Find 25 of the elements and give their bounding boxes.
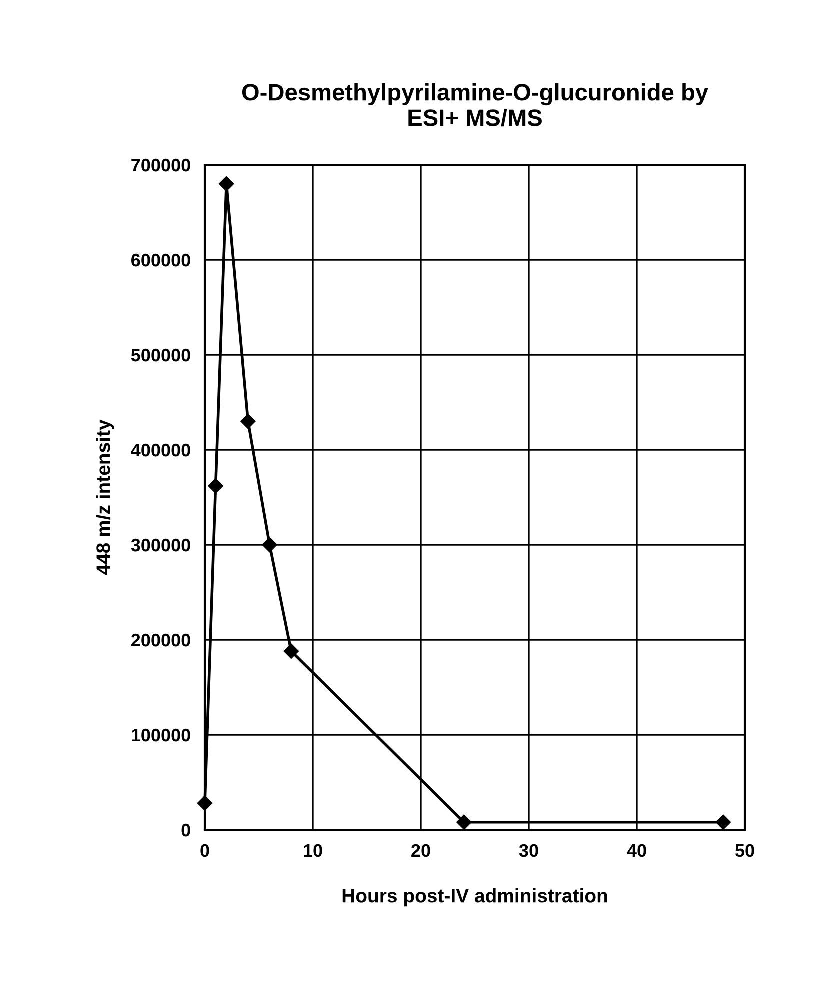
point (716, 814, 731, 830)
y-axis-title: 448 m/z intensity (96, 420, 114, 576)
y-tick-label: 0 (182, 824, 190, 837)
point (456, 814, 472, 830)
y-tick-label: 500000 (131, 348, 190, 362)
point (208, 478, 224, 494)
point (240, 414, 256, 430)
x-tick-label: 40 (627, 844, 646, 858)
chart-title: O-Desmethylpyrilamine-O-glucuronide by ESI+ MS/MS (242, 83, 708, 127)
y-tick-label: 300000 (131, 538, 190, 552)
point (219, 176, 234, 192)
x-tick-label: 0 (200, 844, 210, 858)
y-tick-label: 600000 (132, 254, 190, 267)
x-axis-title: Hours post-IV administration (342, 888, 608, 907)
y-tick-label: 200000 (131, 634, 190, 647)
y-tick-label: 700000 (132, 158, 190, 172)
x-tick-label: 30 (519, 844, 538, 858)
point (284, 644, 299, 659)
point (262, 537, 278, 553)
y-tick-label: 400000 (131, 444, 190, 457)
x-tick-label: 20 (412, 844, 430, 858)
point (197, 796, 213, 811)
y-tick-label: 100000 (132, 728, 190, 742)
x-tick-label: 10 (304, 844, 322, 858)
x-tick-label: 50 (736, 844, 754, 858)
